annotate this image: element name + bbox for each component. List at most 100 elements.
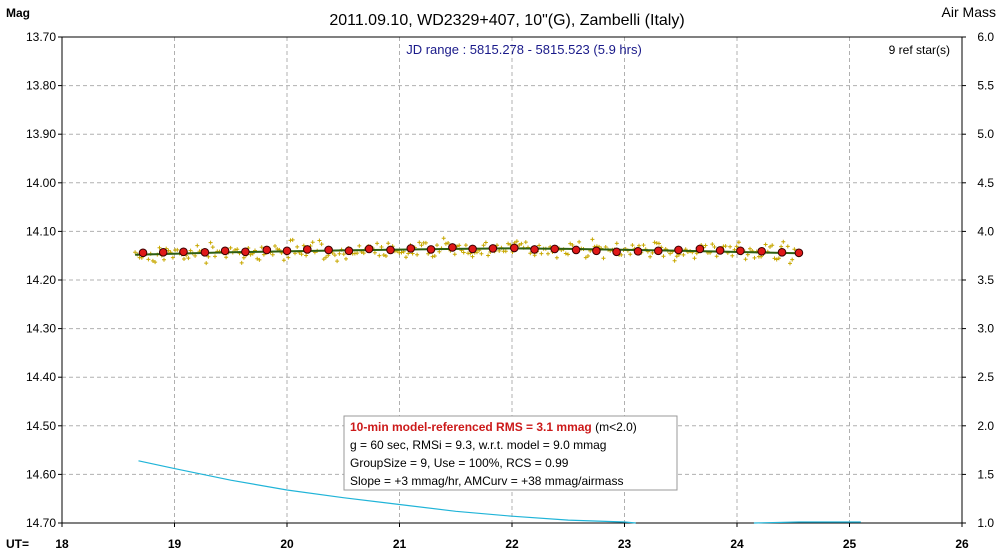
individual-point	[752, 255, 757, 260]
individual-point	[290, 237, 295, 242]
individual-point	[432, 254, 437, 258]
x-label: UT=	[6, 537, 29, 551]
individual-point	[317, 238, 322, 243]
individual-point	[503, 249, 508, 254]
y-left-tick-label: 14.20	[26, 273, 56, 287]
y-left-tick-label: 13.90	[26, 127, 56, 141]
individual-point	[790, 257, 795, 262]
individual-point	[386, 241, 391, 246]
individual-point	[228, 245, 233, 250]
individual-point	[206, 254, 211, 259]
individual-point	[162, 257, 166, 262]
y-right-tick-label: 2.0	[977, 419, 994, 433]
individual-point	[361, 251, 366, 256]
binned-point	[282, 246, 292, 256]
binned-point	[364, 244, 374, 254]
individual-point	[175, 247, 180, 252]
individual-point	[641, 243, 646, 248]
individual-point	[375, 241, 380, 246]
individual-point	[381, 253, 386, 257]
individual-point	[788, 261, 792, 266]
individual-point	[344, 256, 348, 261]
binned-point	[303, 245, 312, 254]
individual-point	[568, 241, 573, 246]
airmass-curves	[138, 460, 861, 524]
individual-point	[554, 255, 559, 260]
individual-point	[628, 252, 633, 257]
individual-point	[470, 254, 475, 259]
binned-point	[262, 245, 272, 255]
binned-point	[510, 243, 519, 253]
individual-point	[586, 254, 590, 258]
individual-point	[275, 247, 280, 251]
individual-point	[341, 252, 346, 257]
individual-point	[319, 242, 324, 247]
individual-point	[728, 244, 733, 249]
ref-stars-label: 9 ref star(s)	[889, 43, 950, 57]
x-ticks: 18 19 20 21 22 23 24 25 26	[55, 523, 969, 551]
info-line-4: Slope = +3 mmag/hr, AMCurv = +38 mmag/ai…	[350, 474, 623, 488]
individual-point	[186, 256, 191, 261]
binned-point	[324, 245, 333, 255]
individual-point	[652, 240, 657, 245]
individual-point	[430, 254, 435, 259]
individual-point	[736, 240, 741, 245]
individual-point	[193, 253, 198, 258]
individual-point	[210, 245, 215, 250]
individual-point	[603, 245, 608, 249]
individual-point	[748, 246, 752, 251]
individual-point	[441, 236, 446, 241]
individual-point	[601, 256, 606, 261]
info-box-frame	[343, 415, 678, 491]
info-line-1: 10-min model-referenced RMS = 3.1 mmag (…	[350, 420, 637, 434]
individual-point	[153, 260, 158, 265]
individual-point	[730, 253, 735, 258]
individual-point	[648, 254, 653, 259]
y-right-tick-label: 5.5	[977, 79, 994, 93]
binned-point	[426, 245, 436, 254]
individual-point	[546, 251, 550, 256]
individual-point	[614, 241, 619, 246]
individual-point	[745, 252, 750, 257]
individual-point	[517, 243, 522, 247]
binned-point	[571, 245, 581, 255]
binned-point	[736, 246, 745, 256]
y-left-tick-label: 14.00	[26, 176, 56, 190]
individual-point	[779, 244, 784, 249]
individual-point	[743, 257, 748, 262]
y-left-tick-label: 14.50	[26, 419, 56, 433]
binned-point	[158, 248, 168, 257]
x-tick-label: 24	[730, 537, 744, 551]
binned-point	[757, 247, 767, 256]
individual-point	[150, 258, 155, 263]
individual-point	[712, 245, 717, 249]
binned-point	[674, 245, 683, 255]
binned-point	[592, 246, 601, 256]
individual-point	[577, 239, 582, 244]
individual-point	[563, 251, 568, 256]
individual-point	[768, 244, 772, 249]
x-tick-label: 25	[843, 537, 857, 551]
individual-point	[133, 250, 138, 255]
airmass-line	[753, 521, 861, 524]
y-left-ticks: 13.70 13.80 13.90 14.00 14.10 14.20 14.30 14.40…	[26, 30, 62, 530]
individual-point	[637, 243, 641, 248]
binned-point	[179, 247, 188, 257]
individual-point	[674, 254, 679, 259]
individual-point	[772, 256, 777, 261]
individual-point	[446, 241, 451, 245]
individual-point	[792, 247, 797, 252]
individual-point	[384, 254, 388, 258]
individual-point	[286, 255, 291, 260]
individual-point	[692, 256, 697, 261]
individual-point	[273, 244, 277, 248]
y-right-ticks: 1.0 1.5 2.0 2.5 3.0 3.5 4.0 4.5 5.0 5.5 6.0	[962, 30, 994, 530]
binned-point	[777, 248, 787, 257]
individual-point	[332, 253, 337, 258]
individual-point	[457, 243, 462, 248]
individual-point	[379, 245, 384, 249]
individual-point	[681, 252, 686, 257]
info-rms-highlight: 10-min model-referenced RMS = 3.1 mmag	[350, 420, 592, 434]
individual-point	[377, 253, 382, 258]
y-left-tick-label: 14.30	[26, 322, 56, 336]
